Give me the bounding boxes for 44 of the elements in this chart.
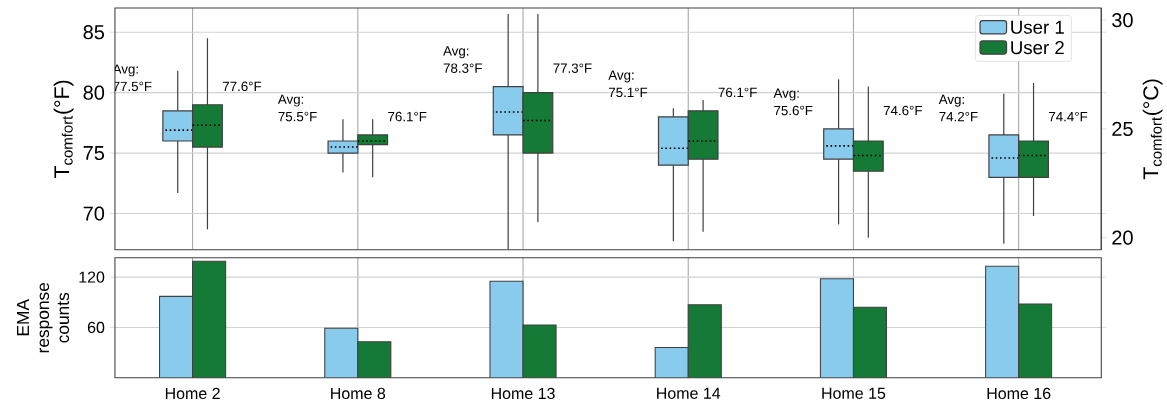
annotation: 74.6°F — [883, 105, 922, 116]
bar — [522, 324, 557, 378]
bar — [687, 304, 722, 378]
bar — [324, 327, 359, 378]
bar — [489, 280, 524, 378]
annotation: Avg: 75.5°F — [277, 94, 317, 122]
bar — [1018, 303, 1053, 378]
x-tick-label: Home 13 — [491, 387, 555, 400]
bar — [819, 278, 854, 378]
annotation: Avg: 77.5°F — [112, 64, 152, 92]
annotation: Avg: 78.3°F — [443, 46, 482, 74]
y-tick-label: 120 — [79, 271, 105, 283]
x-tick-label: Home 14 — [657, 387, 721, 400]
x-tick-label: Home 8 — [331, 387, 386, 400]
y2-tick-label: 25 — [1112, 121, 1133, 137]
annotation: Avg: 75.6°F — [773, 88, 813, 116]
annotation: Avg: 75.1°F — [608, 70, 648, 98]
y-tick-label: 60 — [87, 321, 105, 334]
legend-label: User 1 — [1011, 20, 1064, 35]
bar — [192, 260, 227, 378]
y2-tick-label: 30 — [1112, 13, 1133, 28]
annotation: Avg: 74.2°F — [938, 94, 978, 122]
y-tick-label: 80 — [83, 85, 105, 100]
legend-label: User 2 — [1011, 41, 1064, 55]
annotation: 77.3°F — [553, 63, 592, 74]
x-tick-label: Home 2 — [165, 387, 220, 400]
y-axis-title: EMA response counts — [17, 283, 70, 353]
y-tick-label: 85 — [83, 25, 105, 40]
annotation: 74.4°F — [1049, 112, 1088, 122]
annotation: 76.1°F — [388, 111, 427, 122]
y2-tick-label: 20 — [1112, 230, 1133, 245]
y2-axis-title: T$_{comfort}$(°C) — [1142, 79, 1163, 180]
bar — [852, 306, 888, 378]
annotation: 77.6°F — [222, 81, 262, 92]
x-tick-label: Home 16 — [987, 387, 1051, 400]
x-tick-label: Home 15 — [822, 387, 886, 400]
y-axis-title: T$_{comfort}$(°F) — [53, 80, 74, 179]
bar — [654, 347, 689, 378]
bar — [985, 265, 1020, 378]
y-tick-label: 75 — [83, 146, 105, 161]
bar — [159, 296, 194, 378]
bar — [357, 341, 392, 378]
annotation: 76.1°F — [718, 87, 757, 98]
y-tick-label: 70 — [83, 206, 105, 221]
